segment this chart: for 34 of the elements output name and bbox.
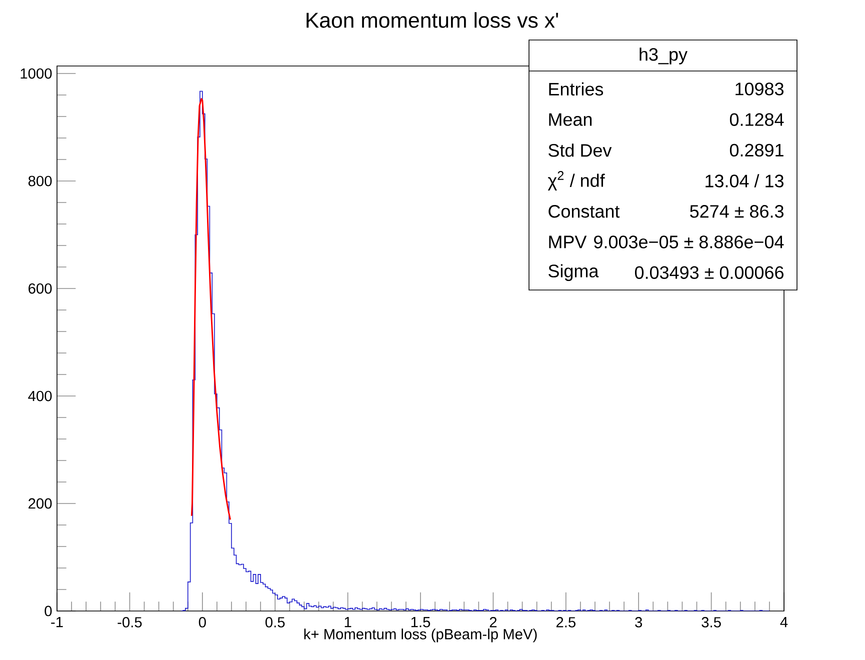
chart-title: Kaon momentum loss vs x' [306, 12, 558, 28]
annotation: 13.04 / 13 [706, 174, 784, 188]
annotation: MPV [549, 236, 587, 248]
annotation: χ$^{2}$ / ndf [548, 171, 605, 191]
x-tick-label: 3 [635, 617, 642, 628]
x-tick-label: 2.5 [556, 617, 576, 628]
x-tick-label: -0.5 [118, 617, 142, 628]
annotation: 9.003e−05 ± 8.886e−04 [594, 236, 784, 248]
x-tick-label: -1 [51, 617, 63, 628]
annotation: 10983 [736, 82, 784, 96]
x-tick-label: 0 [198, 617, 206, 628]
annotation: Mean [549, 113, 592, 126]
annotation: 0.03493 ± 0.00066 [634, 266, 784, 279]
annotation: 0.1284 [730, 113, 784, 126]
annotation: Entries [549, 82, 604, 96]
y-tick-label: 600 [28, 283, 52, 294]
x-tick-label: 1 [344, 617, 352, 628]
y-tick-label: 400 [28, 390, 52, 402]
text: h3_py [640, 48, 688, 64]
annotation: Std Dev [548, 144, 612, 157]
x-tick-label: 1.5 [411, 617, 430, 628]
y-tick-label: 800 [28, 176, 52, 186]
annotation: 5274 ± 86.3 [690, 205, 784, 218]
x-axis-title: k+ Momentum loss (pBeam-lp MeV) [304, 628, 537, 642]
y-tick-label: 0 [44, 606, 52, 616]
y-tick-label: 200 [28, 498, 52, 509]
x-tick-label: 0.5 [265, 617, 285, 628]
x-tick-label: 3.5 [702, 617, 721, 628]
annotation: Constant [548, 205, 620, 218]
x-tick-label: 2 [490, 617, 497, 628]
x-tick-label: 4 [780, 617, 788, 628]
annotation: Sigma [548, 264, 599, 281]
y-tick-label: 1000 [20, 68, 52, 79]
annotation: 0.2891 [730, 144, 784, 157]
